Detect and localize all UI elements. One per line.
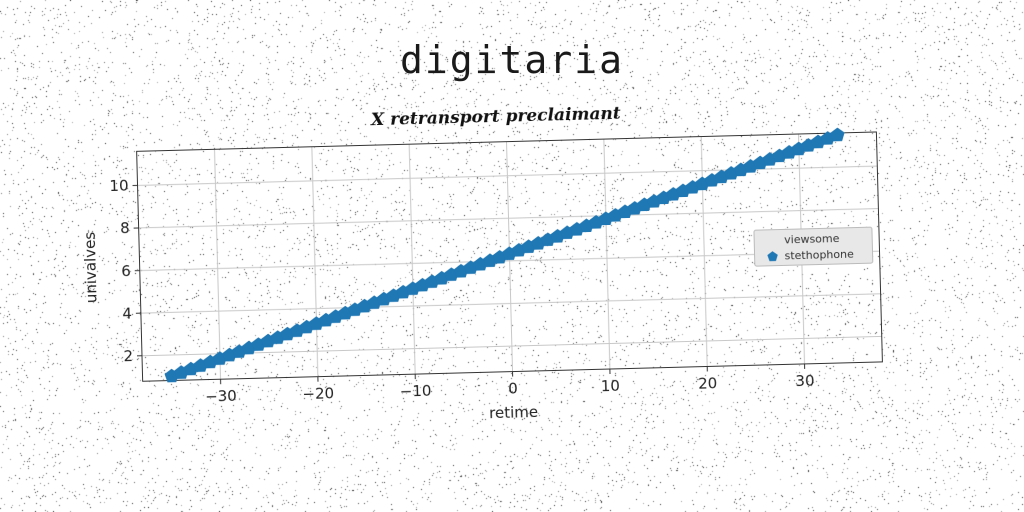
- x-tick-label: −20: [302, 384, 334, 403]
- x-tick-label: 10: [601, 377, 621, 395]
- y-gridline: [141, 335, 882, 357]
- y-tick-label: 6: [121, 262, 131, 280]
- x-gridline: [214, 149, 222, 380]
- y-tick-label: 8: [120, 219, 130, 237]
- x-axis-label: retime: [489, 403, 538, 422]
- data-point: [830, 127, 845, 142]
- x-gridline: [311, 146, 319, 377]
- x-tick-label: −10: [400, 382, 432, 401]
- legend: viewsome stethophone: [753, 226, 874, 267]
- legend-entry-stethophone: stethophone: [784, 248, 854, 263]
- chart-title: X retransport preclaimant: [370, 104, 621, 131]
- x-tick-label: 20: [698, 374, 718, 392]
- chart: X retransport preclaimant −30 −20 −10 0 10 20…: [76, 89, 915, 461]
- x-tick-label: 0: [508, 379, 518, 397]
- scatter-chart: X retransport preclaimant −30 −20 −10 0 10 20…: [81, 104, 883, 422]
- legend-marker-stethophone: [767, 251, 778, 262]
- x-gridline: [700, 136, 708, 367]
- y-axis-label: univalves: [81, 232, 101, 304]
- axis-ticks: −30 −20 −10 0 10 20 30 2 4 6 8 10: [109, 177, 815, 406]
- x-tick-label: 30: [795, 372, 815, 390]
- page-title: digitaria: [400, 38, 624, 82]
- x-gridline: [408, 144, 416, 375]
- y-tick-label: 4: [122, 304, 132, 322]
- y-gridline: [138, 208, 879, 229]
- legend-box: [753, 226, 874, 267]
- data-points: [164, 127, 845, 383]
- x-gridline: [603, 139, 611, 370]
- y-tick-label: 2: [123, 347, 133, 365]
- legend-entry-viewsome: viewsome: [784, 232, 840, 246]
- y-gridline: [140, 293, 881, 314]
- x-tick-label: −30: [205, 387, 237, 406]
- y-tick-label: 10: [109, 177, 129, 195]
